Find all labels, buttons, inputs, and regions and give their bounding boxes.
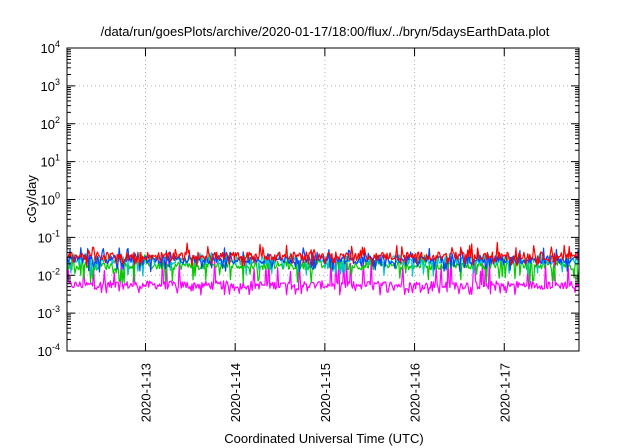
- y-tick-label: 10-4: [38, 342, 60, 359]
- axis-ticks: [67, 47, 579, 352]
- x-tick-labels: 2020-1-13 2020-1-14 2020-1-15 2020-1-16 2020…: [138, 363, 512, 422]
- y-axis-label: cGy/day: [24, 175, 39, 223]
- x-tick-label: 2020-1-16: [408, 363, 423, 422]
- y-tick-label: 104: [41, 39, 60, 56]
- x-tick-label: 2020-1-17: [497, 363, 512, 422]
- y-tick-label: 10-2: [38, 266, 60, 283]
- y-tick-label: 10-1: [38, 228, 60, 245]
- series-layer: [66, 241, 580, 296]
- x-tick-label: 2020-1-14: [228, 363, 243, 422]
- y-tick-labels: 10-4 10-3 10-2 10-1 100 101 102 103 104: [38, 39, 60, 359]
- y-tick-label: 102: [41, 115, 60, 132]
- x-tick-label: 2020-1-13: [138, 363, 153, 422]
- y-tick-label: 10-3: [38, 304, 60, 321]
- chart-title: /data/run/goesPlots/archive/2020-01-17/1…: [101, 24, 550, 39]
- y-tick-label: 101: [41, 153, 60, 170]
- y-tick-label: 100: [41, 191, 60, 208]
- x-tick-label: 2020-1-15: [318, 363, 333, 422]
- y-tick-label: 103: [41, 77, 60, 94]
- grid-lines: [67, 48, 579, 351]
- series-line: [66, 241, 580, 267]
- series-line: [66, 257, 580, 296]
- x-axis-label: Coordinated Universal Time (UTC): [224, 431, 423, 446]
